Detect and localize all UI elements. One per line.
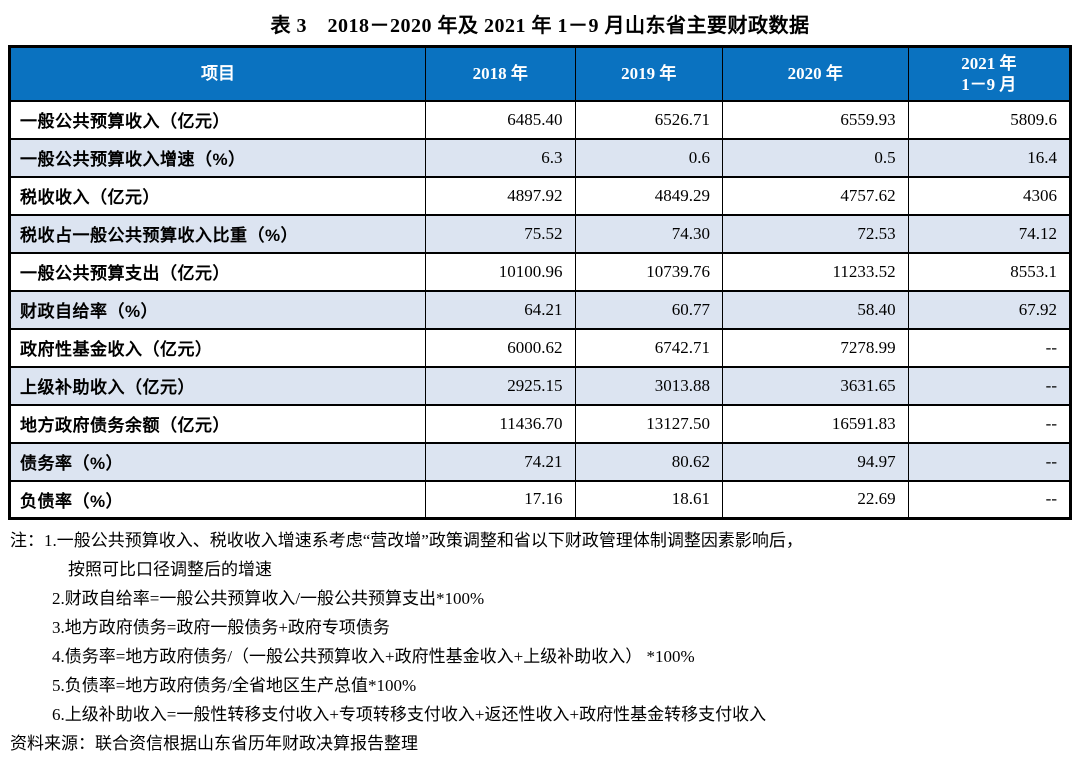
table-row: 一般公共预算支出（亿元） 10100.96 10739.76 11233.52 … bbox=[9, 251, 1072, 292]
cell-2020: 72.53 bbox=[721, 213, 909, 254]
note-line-3: 3.地方政府债务=政府一般债务+政府专项债务 bbox=[52, 618, 390, 637]
cell-2020: 0.5 bbox=[721, 137, 909, 178]
cell-2018: 2925.15 bbox=[424, 365, 576, 406]
cell-2018: 11436.70 bbox=[424, 403, 576, 444]
cell-2021: -- bbox=[907, 365, 1072, 406]
cell-2018: 6485.40 bbox=[424, 99, 576, 140]
cell-2018: 6.3 bbox=[424, 137, 576, 178]
cell-2019: 60.77 bbox=[574, 289, 723, 330]
cell-2020: 22.69 bbox=[721, 479, 909, 520]
cell-2021: -- bbox=[907, 403, 1072, 444]
cell-2019: 13127.50 bbox=[574, 403, 723, 444]
table-row: 负债率（%） 17.16 18.61 22.69 -- bbox=[9, 479, 1072, 520]
header-2018: 2018 年 bbox=[424, 45, 576, 102]
cell-2020: 4757.62 bbox=[721, 175, 909, 216]
cell-2018: 4897.92 bbox=[424, 175, 576, 216]
table-row: 财政自给率（%） 64.21 60.77 58.40 67.92 bbox=[9, 289, 1072, 330]
row-label: 税收占一般公共预算收入比重（%） bbox=[9, 213, 426, 254]
row-label: 一般公共预算收入增速（%） bbox=[9, 137, 426, 178]
table-row: 政府性基金收入（亿元） 6000.62 6742.71 7278.99 -- bbox=[9, 327, 1072, 368]
cell-2021: 4306 bbox=[907, 175, 1072, 216]
cell-2020: 94.97 bbox=[721, 441, 909, 482]
cell-2020: 7278.99 bbox=[721, 327, 909, 368]
fiscal-data-table: 项目 2018 年 2019 年 2020 年 2021 年 1－9 月 一般公… bbox=[8, 45, 1072, 520]
table-row: 债务率（%） 74.21 80.62 94.97 -- bbox=[9, 441, 1072, 482]
cell-2018: 6000.62 bbox=[424, 327, 576, 368]
cell-2019: 6742.71 bbox=[574, 327, 723, 368]
cell-2020: 16591.83 bbox=[721, 403, 909, 444]
cell-2021: 5809.6 bbox=[907, 99, 1072, 140]
row-label: 政府性基金收入（亿元） bbox=[9, 327, 426, 368]
source-line: 资料来源：联合资信根据山东省历年财政决算报告整理 bbox=[10, 734, 418, 753]
table-row: 税收占一般公共预算收入比重（%） 75.52 74.30 72.53 74.12 bbox=[9, 213, 1072, 254]
cell-2021: 67.92 bbox=[907, 289, 1072, 330]
note-line-4: 4.债务率=地方政府债务/（一般公共预算收入+政府性基金收入+上级补助收入） *… bbox=[52, 647, 695, 666]
cell-2020: 11233.52 bbox=[721, 251, 909, 292]
cell-2021: 8553.1 bbox=[907, 251, 1072, 292]
cell-2020: 3631.65 bbox=[721, 365, 909, 406]
cell-2018: 64.21 bbox=[424, 289, 576, 330]
cell-2019: 0.6 bbox=[574, 137, 723, 178]
table-row: 一般公共预算收入（亿元） 6485.40 6526.71 6559.93 580… bbox=[9, 99, 1072, 140]
row-label: 上级补助收入（亿元） bbox=[9, 365, 426, 406]
note-line-2: 2.财政自给率=一般公共预算收入/一般公共预算支出*100% bbox=[52, 589, 485, 608]
cell-2018: 10100.96 bbox=[424, 251, 576, 292]
table-row: 税收收入（亿元） 4897.92 4849.29 4757.62 4306 bbox=[9, 175, 1072, 216]
cell-2020: 6559.93 bbox=[721, 99, 909, 140]
table-notes: 注：1.一般公共预算收入、税收收入增速系考虑“营改增”政策调整和省以下财政管理体… bbox=[6, 526, 1074, 758]
header-item: 项目 bbox=[9, 45, 426, 102]
header-2021-line2: 1－9 月 bbox=[961, 74, 1017, 94]
cell-2021: 16.4 bbox=[907, 137, 1072, 178]
cell-2018: 17.16 bbox=[424, 479, 576, 520]
note-line-1: 注：1.一般公共预算收入、税收收入增速系考虑“营改增”政策调整和省以下财政管理体… bbox=[6, 526, 1074, 555]
header-row: 项目 2018 年 2019 年 2020 年 2021 年 1－9 月 bbox=[9, 45, 1072, 102]
header-2020: 2020 年 bbox=[721, 45, 909, 102]
row-label: 一般公共预算收入（亿元） bbox=[9, 99, 426, 140]
table-title: 表 3 2018－2020 年及 2021 年 1－9 月山东省主要财政数据 bbox=[270, 15, 810, 37]
note-line-1-continuation: 按照可比口径调整后的增速 bbox=[68, 560, 272, 579]
row-label: 财政自给率（%） bbox=[9, 289, 426, 330]
cell-2021: -- bbox=[907, 479, 1072, 520]
row-label: 负债率（%） bbox=[9, 479, 426, 520]
cell-2021: 74.12 bbox=[907, 213, 1072, 254]
cell-2021: -- bbox=[907, 441, 1072, 482]
note-1-text: 1.一般公共预算收入、税收收入增速系考虑“营改增”政策调整和省以下财政管理体制调… bbox=[44, 531, 803, 550]
row-label: 税收收入（亿元） bbox=[9, 175, 426, 216]
cell-2019: 18.61 bbox=[574, 479, 723, 520]
header-2019: 2019 年 bbox=[574, 45, 723, 102]
header-2021: 2021 年 1－9 月 bbox=[907, 45, 1072, 102]
note-line-5: 5.负债率=地方政府债务/全省地区生产总值*100% bbox=[52, 676, 417, 695]
cell-2019: 80.62 bbox=[574, 441, 723, 482]
cell-2019: 3013.88 bbox=[574, 365, 723, 406]
cell-2018: 74.21 bbox=[424, 441, 576, 482]
cell-2021: -- bbox=[907, 327, 1072, 368]
table-row: 上级补助收入（亿元） 2925.15 3013.88 3631.65 -- bbox=[9, 365, 1072, 406]
table-row: 一般公共预算收入增速（%） 6.3 0.6 0.5 16.4 bbox=[9, 137, 1072, 178]
note-line-6: 6.上级补助收入=一般性转移支付收入+专项转移支付收入+返还性收入+政府性基金转… bbox=[52, 705, 767, 724]
row-label: 地方政府债务余额（亿元） bbox=[9, 403, 426, 444]
row-label: 债务率（%） bbox=[9, 441, 426, 482]
row-label: 一般公共预算支出（亿元） bbox=[9, 251, 426, 292]
cell-2019: 6526.71 bbox=[574, 99, 723, 140]
cell-2018: 75.52 bbox=[424, 213, 576, 254]
cell-2019: 10739.76 bbox=[574, 251, 723, 292]
note-prefix: 注： bbox=[10, 531, 44, 550]
cell-2020: 58.40 bbox=[721, 289, 909, 330]
header-2021-line1: 2021 年 bbox=[961, 53, 1017, 73]
table-row: 地方政府债务余额（亿元） 11436.70 13127.50 16591.83 … bbox=[9, 403, 1072, 444]
cell-2019: 4849.29 bbox=[574, 175, 723, 216]
cell-2019: 74.30 bbox=[574, 213, 723, 254]
